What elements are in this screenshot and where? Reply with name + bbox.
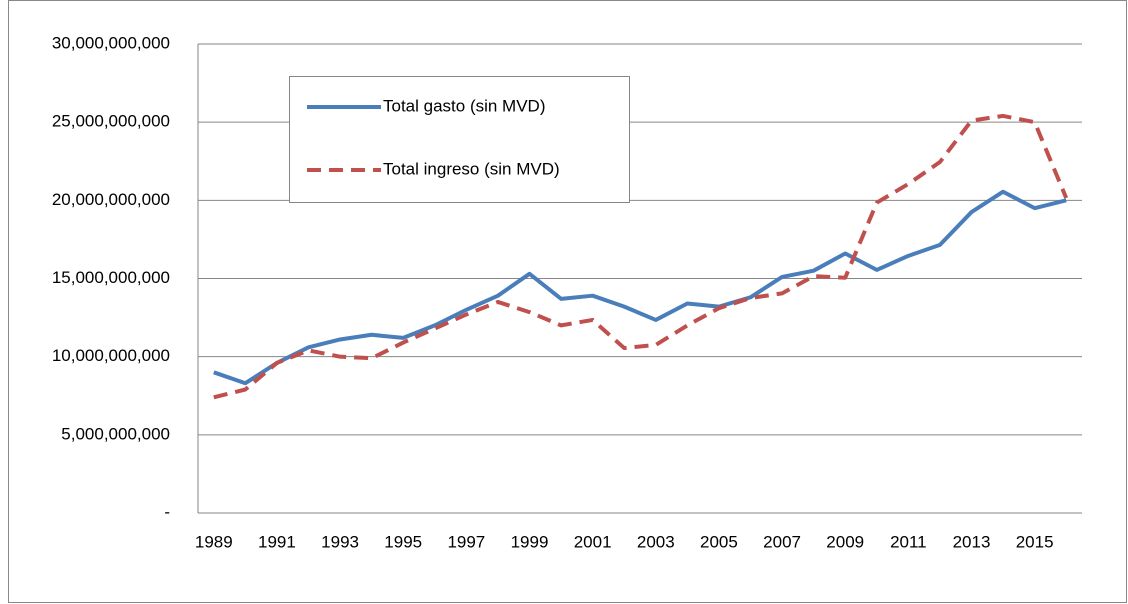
x-tick-label: 2011 (890, 532, 927, 551)
x-tick-label: 1997 (447, 532, 485, 551)
y-tick-label: 15,000,000,000 (52, 268, 170, 287)
series-line (213, 189, 1067, 386)
x-tick-label: 2009 (826, 532, 864, 551)
y-tick-label: 10,000,000,000 (52, 346, 170, 365)
x-tick-label: 2003 (637, 532, 675, 551)
y-tick-label: 25,000,000,000 (52, 112, 170, 131)
x-tick-label: 1995 (384, 532, 422, 551)
series-line (213, 113, 1069, 400)
y-tick-label: 20,000,000,000 (52, 190, 170, 209)
x-tick-label: 2001 (574, 532, 612, 551)
x-tick-label: 1993 (321, 532, 359, 551)
y-tick-label: 30,000,000,000 (52, 33, 170, 52)
x-tick-label: 2007 (763, 532, 801, 551)
x-tick-label: 2005 (700, 532, 738, 551)
x-tick-label: 1989 (195, 532, 233, 551)
x-tick-label: 2013 (953, 532, 991, 551)
legend-label: Total ingreso (sin MVD) (383, 159, 560, 178)
y-tick-label: - (164, 502, 170, 521)
x-tick-label: 1991 (258, 532, 296, 551)
legend-label: Total gasto (sin MVD) (383, 96, 546, 115)
y-tick-label: 5,000,000,000 (61, 424, 170, 443)
legend-box (289, 76, 630, 203)
x-tick-label: 2015 (1016, 532, 1054, 551)
x-tick-label: 1999 (511, 532, 549, 551)
